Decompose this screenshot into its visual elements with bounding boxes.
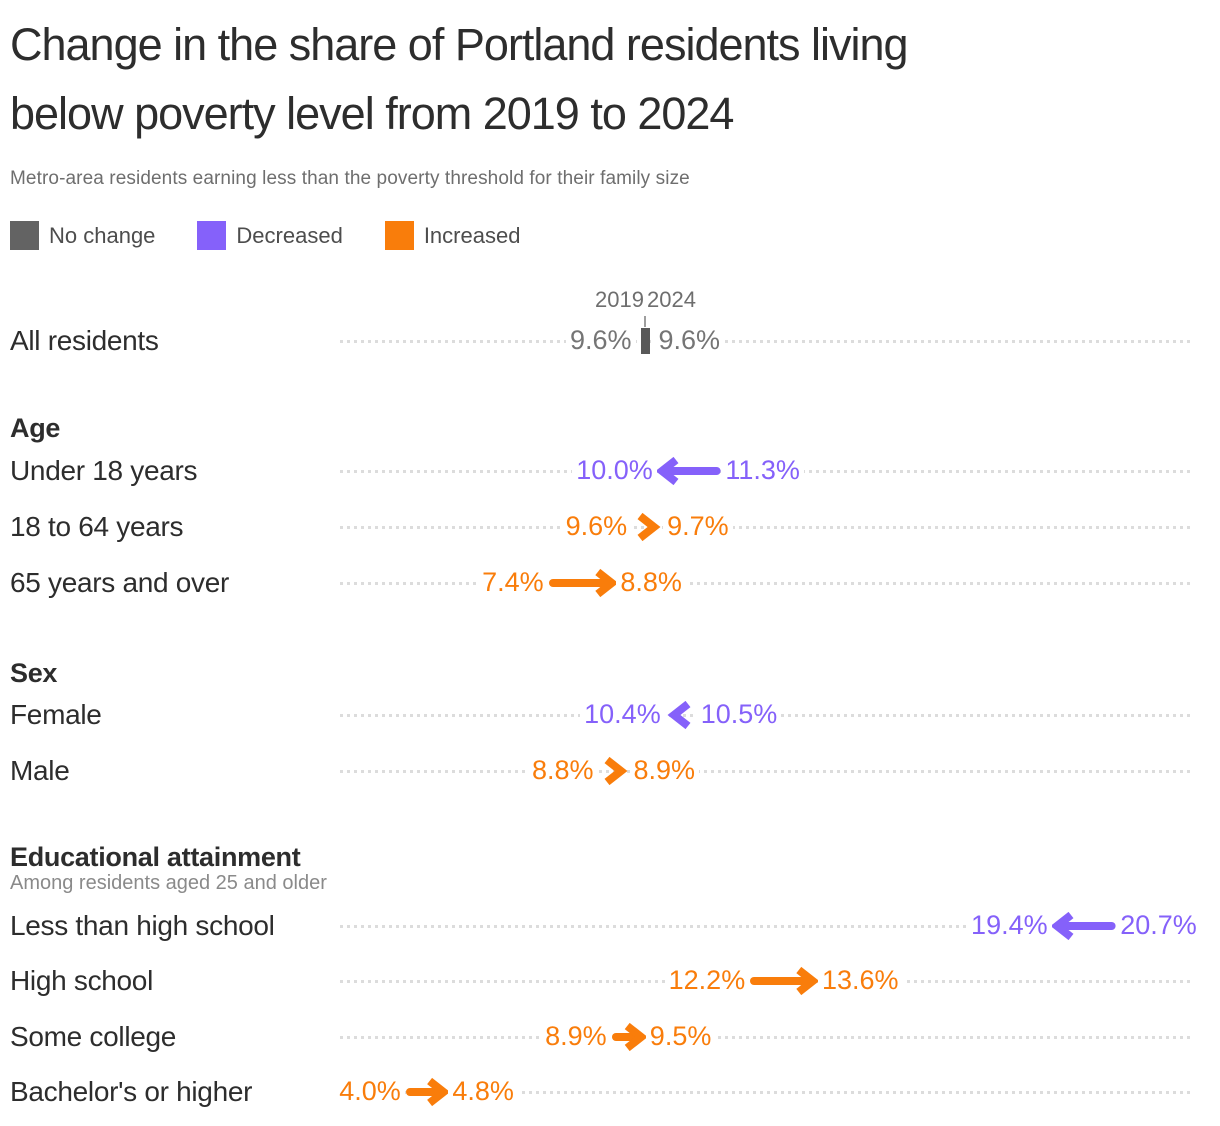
row-label: 65 years and over xyxy=(10,567,230,598)
row-label: High school xyxy=(10,965,154,996)
change-arrow xyxy=(746,965,821,997)
value-label-left: 19.4% xyxy=(967,909,1052,942)
legend-swatch-increased xyxy=(384,221,414,250)
year-header-2024: 2024 xyxy=(647,287,696,312)
leader-line xyxy=(340,1091,1190,1094)
legend-label-increased: Increased xyxy=(423,222,521,248)
change-arrow xyxy=(608,1021,649,1053)
chart-title-line-2: below poverty level from 2019 to 2024 xyxy=(10,88,734,139)
legend: No change Decreased Increased xyxy=(10,221,552,250)
change-arrow xyxy=(1049,910,1120,942)
value-label-right: 4.8% xyxy=(448,1075,518,1108)
value-label-left: 10.0% xyxy=(572,454,657,487)
row-label: Male xyxy=(10,755,70,786)
value-label-right: 8.9% xyxy=(629,754,700,787)
row-label: Female xyxy=(10,699,102,730)
value-label-left: 7.4% xyxy=(478,566,548,599)
change-arrow xyxy=(545,567,620,599)
row-label: All residents xyxy=(10,325,159,356)
legend-label-no-change: No change xyxy=(49,222,156,248)
section-header: Age xyxy=(10,413,61,443)
section-header: Sex xyxy=(10,658,58,688)
change-chevron xyxy=(632,511,662,543)
leader-line xyxy=(340,925,1190,928)
row-label: Some college xyxy=(10,1021,177,1052)
value-label-right: 20.7% xyxy=(1116,909,1201,942)
change-chevron xyxy=(666,699,696,731)
value-label-right: 11.3% xyxy=(721,454,804,487)
legend-swatch-decreased xyxy=(197,221,227,250)
section-note: Among residents aged 25 and older xyxy=(10,872,327,894)
axis-tick xyxy=(644,316,646,327)
value-label-right: 9.7% xyxy=(663,510,733,543)
chart-subtitle: Metro-area residents earning less than t… xyxy=(10,168,690,189)
row-label: Under 18 years xyxy=(10,455,198,486)
value-label-left: 8.8% xyxy=(527,754,598,787)
value-label-left: 8.9% xyxy=(541,1020,611,1053)
value-label-left: 4.0% xyxy=(335,1075,405,1108)
no-change-marker xyxy=(640,328,650,354)
value-label-left: 9.6% xyxy=(565,324,636,357)
year-header-2019: 2019 xyxy=(595,287,644,312)
leader-line xyxy=(340,1036,1190,1039)
value-label-right: 10.5% xyxy=(696,698,782,731)
change-arrow xyxy=(402,1076,452,1108)
change-chevron xyxy=(599,755,629,787)
value-label-left: 10.4% xyxy=(580,698,665,731)
leader-line xyxy=(340,340,1190,343)
section-header: Educational attainment xyxy=(10,842,301,872)
value-label-left: 9.6% xyxy=(561,510,632,543)
row-label: Bachelor's or higher xyxy=(10,1076,253,1107)
value-label-right: 13.6% xyxy=(818,964,903,997)
leader-line xyxy=(340,770,1190,773)
change-arrow xyxy=(654,455,725,487)
row-label: 18 to 64 years xyxy=(10,511,184,542)
chart-title-line-1: Change in the share of Portland resident… xyxy=(10,19,909,70)
row-label: Less than high school xyxy=(10,910,275,941)
value-label-right: 9.6% xyxy=(654,324,725,357)
value-label-right: 8.8% xyxy=(616,566,686,599)
legend-label-decreased: Decreased xyxy=(236,222,343,248)
leader-line xyxy=(340,526,1190,529)
leader-line xyxy=(340,582,1190,585)
value-label-left: 12.2% xyxy=(664,964,750,997)
legend-swatch-no-change xyxy=(10,221,39,250)
value-label-right: 9.5% xyxy=(645,1020,716,1053)
